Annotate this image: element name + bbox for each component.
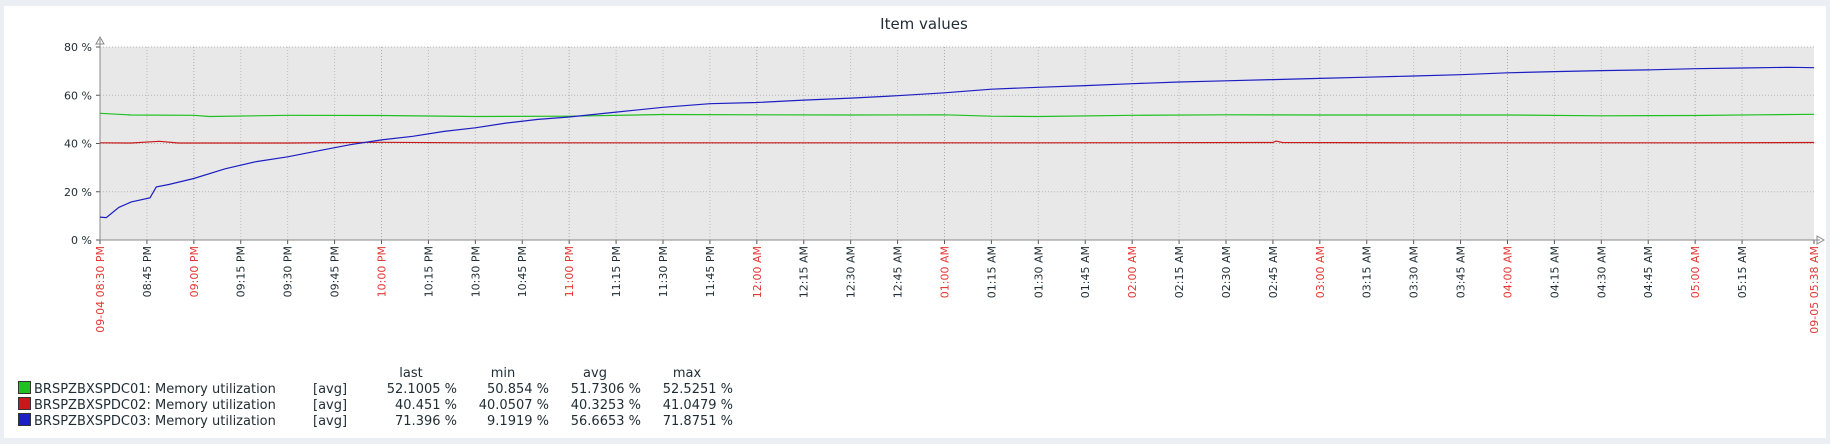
legend-avg: 51.7306 % — [570, 381, 641, 397]
x-tick-label: 03:00 AM — [1314, 246, 1327, 298]
x-tick-label: 10:45 PM — [516, 246, 529, 297]
legend-header-last: last — [399, 366, 423, 381]
x-tick-label: 10:15 PM — [422, 246, 435, 297]
x-axis-arrow — [1816, 235, 1826, 245]
legend-min: 9.1919 % — [487, 413, 549, 429]
legend-row: BRSPZBXSPDC01: Memory utilization [avg] … — [18, 381, 733, 397]
x-tick-label: 02:00 AM — [1126, 246, 1139, 298]
legend-swatch — [18, 413, 31, 426]
legend-function: [avg] — [313, 413, 348, 429]
x-tick-label: 12:30 AM — [845, 246, 858, 298]
legend-max: 52.5251 % — [662, 381, 733, 397]
x-tick-label: 03:30 AM — [1408, 246, 1421, 298]
chart-title: Item values — [880, 15, 968, 33]
x-tick-label: 05:00 AM — [1689, 246, 1702, 298]
graph-panel: Item values 0 % 20 % 40 % 60 % 80 % 09-04 08… — [4, 6, 1826, 438]
x-tick-label: 01:45 AM — [1079, 246, 1092, 298]
legend-swatch — [18, 381, 31, 394]
legend-header-max: max — [672, 366, 702, 381]
x-tick-label: 12:00 AM — [751, 246, 764, 298]
x-tick-label: 09:45 PM — [329, 246, 342, 297]
x-tick-label: 03:45 AM — [1455, 246, 1468, 298]
series-line — [99, 112, 1815, 118]
legend-header-avg: avg — [583, 366, 607, 381]
grid — [100, 46, 1814, 240]
x-tick-label: 11:15 PM — [610, 246, 623, 297]
x-tick-label: 04:45 AM — [1642, 246, 1655, 298]
legend-row: BRSPZBXSPDC02: Memory utilization [avg] … — [18, 397, 733, 413]
x-tick-label: 11:45 PM — [704, 246, 717, 297]
x-tick-label: 11:00 PM — [563, 246, 576, 297]
series-lines — [99, 66, 1815, 219]
legend-function: [avg] — [313, 397, 348, 413]
x-tick-label: 03:15 AM — [1361, 246, 1374, 298]
legend-max: 71.8751 % — [662, 413, 733, 429]
x-tick-label: 10:30 PM — [469, 246, 482, 297]
legend-max: 41.0479 % — [662, 397, 733, 413]
y-tick-label: 20 % — [64, 186, 92, 199]
legend-min: 40.0507 % — [478, 397, 549, 413]
legend-header-row: last min avg max — [18, 366, 733, 381]
x-tick-label: 02:45 AM — [1267, 246, 1280, 298]
legend-last: 40.451 % — [395, 397, 457, 413]
x-tick-label: 10:00 PM — [375, 246, 388, 297]
x-tick-label: 09-05 05:38 AM — [1808, 246, 1821, 334]
legend-last: 52.1005 % — [386, 381, 457, 397]
y-tick-label: 40 % — [64, 138, 92, 151]
x-tick-label: 01:00 AM — [938, 246, 951, 298]
legend-avg: 40.3253 % — [570, 397, 641, 413]
x-tick-label: 05:15 AM — [1736, 246, 1749, 298]
x-tick-label: 11:30 PM — [657, 246, 670, 297]
series-line — [99, 66, 1815, 219]
legend: last min avg max BRSPZBXSPDC01: Memory u… — [18, 366, 733, 429]
x-tick-label: 09:30 PM — [282, 246, 295, 297]
line-chart: Item values 0 % 20 % 40 % 60 % 80 % 09-04 08… — [64, 15, 1826, 334]
x-tick-label: 04:15 AM — [1548, 246, 1561, 298]
y-tick-label: 80 % — [64, 41, 92, 54]
axes — [95, 35, 1826, 245]
legend-last: 71.396 % — [395, 413, 457, 429]
series-line — [99, 140, 1815, 144]
x-tick-label: 01:15 AM — [985, 246, 998, 298]
x-tick-label: 08:45 PM — [141, 246, 154, 297]
x-tick-label: 04:00 AM — [1501, 246, 1514, 298]
legend-series-name: BRSPZBXSPDC03: Memory utilization — [34, 414, 276, 429]
legend-series-name: BRSPZBXSPDC01: Memory utilization — [34, 382, 276, 397]
x-tick-label: 02:15 AM — [1173, 246, 1186, 298]
y-tick-label: 60 % — [64, 89, 92, 102]
legend-series-name: BRSPZBXSPDC02: Memory utilization — [34, 398, 276, 413]
x-tick-label: 02:30 AM — [1220, 246, 1233, 298]
legend-header-min: min — [490, 366, 516, 381]
legend-min: 50.854 % — [487, 381, 549, 397]
y-axis-arrow — [95, 35, 105, 45]
x-tick-label: 04:30 AM — [1595, 246, 1608, 298]
x-tick-label: 09-04 08:30 PM — [94, 246, 107, 333]
x-tick-label: 09:00 PM — [188, 246, 201, 297]
y-tick-labels: 0 % 20 % 40 % 60 % 80 % — [64, 41, 92, 247]
x-tick-label: 09:15 PM — [235, 246, 248, 297]
legend-avg: 56.6653 % — [570, 413, 641, 429]
x-tick-label: 12:45 AM — [892, 246, 905, 298]
x-tick-label: 12:15 AM — [798, 246, 811, 298]
x-tick-labels: 09-04 08:30 PM 08:45 PM 09:00 PM 09:15 PM 09… — [94, 246, 1821, 334]
x-tick-label: 01:30 AM — [1032, 246, 1045, 298]
legend-row: BRSPZBXSPDC03: Memory utilization [avg] … — [18, 413, 733, 429]
y-tick-label: 0 % — [71, 234, 92, 247]
legend-swatch — [18, 397, 31, 410]
legend-function: [avg] — [313, 381, 348, 397]
